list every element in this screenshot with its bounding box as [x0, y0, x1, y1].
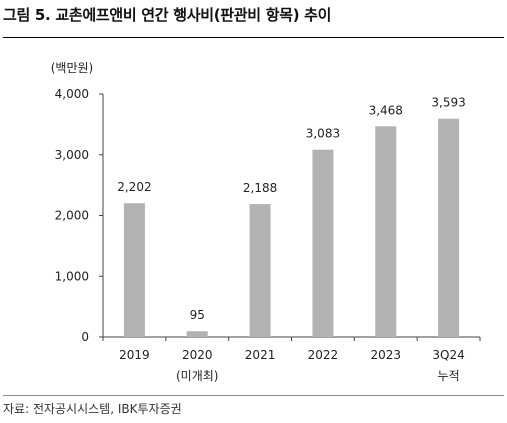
- x-tick-label: 2023: [370, 348, 401, 362]
- title-divider: [3, 37, 504, 38]
- bar-value-label: 3,468: [369, 103, 403, 117]
- bar: [123, 203, 145, 337]
- bar-value-labels: 2,202 95 2,188 3,083 3,468 3,593: [117, 96, 466, 323]
- bar-value-label: 3,083: [306, 127, 340, 141]
- x-tick-label: 2021: [245, 348, 276, 362]
- y-tick-label: 4,000: [55, 87, 89, 101]
- bar-value-label: 2,188: [243, 181, 277, 195]
- x-tick-label: 2022: [308, 348, 339, 362]
- bars: [123, 118, 460, 337]
- bar-chart: (백만원) 0 1,000 2,000 3,000 4,000 2,202 95 2,188…: [51, 61, 481, 383]
- x-tick-sublabel: 누적: [438, 369, 460, 383]
- bar-value-label: 3,593: [431, 96, 465, 110]
- source-note: 자료: 전자공시시스템, IBK투자증권: [3, 402, 182, 416]
- y-tick-label: 2,000: [55, 209, 89, 223]
- chart-axes: [102, 94, 481, 341]
- bar: [438, 118, 460, 337]
- y-axis-unit-label: (백만원): [51, 61, 93, 75]
- y-tick-label: 0: [81, 330, 89, 344]
- bar: [312, 149, 334, 337]
- x-tick-sublabel: (미개최): [176, 369, 218, 383]
- x-tick-label: 2019: [119, 348, 150, 362]
- x-axis-labels: 2019 2020 (미개최) 2021 2022 2023 3Q24 누적: [119, 348, 465, 383]
- bar: [375, 126, 397, 337]
- bar-value-label: 95: [190, 308, 205, 322]
- y-tick-label: 3,000: [55, 148, 89, 162]
- x-tick-label: 2020: [182, 348, 213, 362]
- bar: [186, 331, 208, 337]
- y-tick-label: 1,000: [55, 269, 89, 283]
- x-tick-label: 3Q24: [432, 348, 464, 362]
- y-axis-ticks: 0 1,000 2,000 3,000 4,000: [55, 87, 103, 344]
- chart-title: 그림 5. 교촌에프앤비 연간 행사비(판관비 항목) 추이: [3, 6, 332, 24]
- footer-divider: [3, 395, 504, 396]
- bar: [249, 204, 271, 337]
- bar-value-label: 2,202: [117, 180, 151, 194]
